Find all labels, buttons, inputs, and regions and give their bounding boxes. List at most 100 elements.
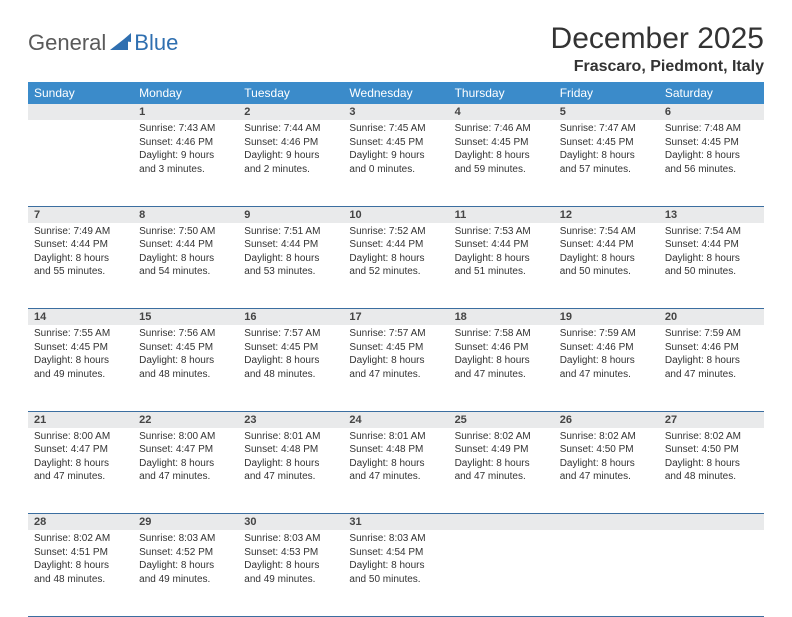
sunrise-line: Sunrise: 8:02 AM bbox=[34, 532, 127, 546]
daylight-line: Daylight: 8 hours and 47 minutes. bbox=[455, 457, 548, 484]
day-number: 13 bbox=[659, 206, 764, 223]
sunset-line: Sunset: 4:45 PM bbox=[560, 136, 653, 150]
day-number: 12 bbox=[554, 206, 659, 223]
daylight-line: Daylight: 8 hours and 53 minutes. bbox=[244, 252, 337, 279]
sunset-line: Sunset: 4:54 PM bbox=[349, 546, 442, 560]
day-cell-body: Sunrise: 8:00 AMSunset: 4:47 PMDaylight:… bbox=[28, 428, 133, 488]
day-number: 21 bbox=[28, 411, 133, 428]
day-cell-body: Sunrise: 8:01 AMSunset: 4:48 PMDaylight:… bbox=[343, 428, 448, 488]
daylight-line: Daylight: 8 hours and 47 minutes. bbox=[349, 354, 442, 381]
day-cell: Sunrise: 8:01 AMSunset: 4:48 PMDaylight:… bbox=[343, 428, 448, 514]
sunrise-line: Sunrise: 7:53 AM bbox=[455, 225, 548, 239]
daylight-line: Daylight: 9 hours and 2 minutes. bbox=[244, 149, 337, 176]
day-number: 24 bbox=[343, 411, 448, 428]
day-cell: Sunrise: 7:57 AMSunset: 4:45 PMDaylight:… bbox=[343, 325, 448, 411]
day-number: 4 bbox=[449, 104, 554, 120]
sunrise-line: Sunrise: 8:03 AM bbox=[349, 532, 442, 546]
weekday-header: Monday bbox=[133, 82, 238, 104]
sunset-line: Sunset: 4:45 PM bbox=[34, 341, 127, 355]
sunset-line: Sunset: 4:50 PM bbox=[665, 443, 758, 457]
day-cell-body: Sunrise: 7:51 AMSunset: 4:44 PMDaylight:… bbox=[238, 223, 343, 283]
sunrise-line: Sunrise: 7:50 AM bbox=[139, 225, 232, 239]
day-cell: Sunrise: 8:02 AMSunset: 4:49 PMDaylight:… bbox=[449, 428, 554, 514]
day-cell-body: Sunrise: 7:47 AMSunset: 4:45 PMDaylight:… bbox=[554, 120, 659, 180]
day-cell: Sunrise: 7:56 AMSunset: 4:45 PMDaylight:… bbox=[133, 325, 238, 411]
triangle-icon bbox=[110, 32, 132, 55]
week-row: Sunrise: 7:43 AMSunset: 4:46 PMDaylight:… bbox=[28, 120, 764, 206]
sunrise-line: Sunrise: 8:03 AM bbox=[139, 532, 232, 546]
day-number: 27 bbox=[659, 411, 764, 428]
day-number: 20 bbox=[659, 309, 764, 326]
daylight-line: Daylight: 8 hours and 57 minutes. bbox=[560, 149, 653, 176]
sunset-line: Sunset: 4:52 PM bbox=[139, 546, 232, 560]
sunset-line: Sunset: 4:45 PM bbox=[349, 341, 442, 355]
sunset-line: Sunset: 4:47 PM bbox=[34, 443, 127, 457]
day-cell-body: Sunrise: 7:46 AMSunset: 4:45 PMDaylight:… bbox=[449, 120, 554, 180]
day-cell: Sunrise: 8:02 AMSunset: 4:50 PMDaylight:… bbox=[659, 428, 764, 514]
day-cell: Sunrise: 7:58 AMSunset: 4:46 PMDaylight:… bbox=[449, 325, 554, 411]
day-number: 3 bbox=[343, 104, 448, 120]
day-number: 23 bbox=[238, 411, 343, 428]
day-cell-body: Sunrise: 7:49 AMSunset: 4:44 PMDaylight:… bbox=[28, 223, 133, 283]
sunrise-line: Sunrise: 7:48 AM bbox=[665, 122, 758, 136]
day-cell: Sunrise: 7:50 AMSunset: 4:44 PMDaylight:… bbox=[133, 223, 238, 309]
day-cell-body: Sunrise: 7:53 AMSunset: 4:44 PMDaylight:… bbox=[449, 223, 554, 283]
day-number: 30 bbox=[238, 514, 343, 531]
sunrise-line: Sunrise: 8:00 AM bbox=[139, 430, 232, 444]
day-number: 25 bbox=[449, 411, 554, 428]
sunset-line: Sunset: 4:48 PM bbox=[244, 443, 337, 457]
daylight-line: Daylight: 8 hours and 47 minutes. bbox=[455, 354, 548, 381]
daylight-line: Daylight: 8 hours and 49 minutes. bbox=[139, 559, 232, 586]
week-row: Sunrise: 7:49 AMSunset: 4:44 PM Daylight:… bbox=[28, 223, 764, 309]
sunrise-line: Sunrise: 7:49 AM bbox=[34, 225, 127, 239]
day-cell-body: Sunrise: 7:44 AMSunset: 4:46 PMDaylight:… bbox=[238, 120, 343, 180]
sunset-line: Sunset: 4:45 PM bbox=[139, 341, 232, 355]
daylight-line: Daylight: 8 hours and 47 minutes. bbox=[665, 354, 758, 381]
sunset-line: Sunset: 4:46 PM bbox=[244, 136, 337, 150]
day-cell-body: Sunrise: 7:50 AMSunset: 4:44 PMDaylight:… bbox=[133, 223, 238, 283]
sunrise-line: Sunrise: 7:47 AM bbox=[560, 122, 653, 136]
weekday-header: Wednesday bbox=[343, 82, 448, 104]
day-cell-body: Sunrise: 8:02 AMSunset: 4:51 PMDaylight:… bbox=[28, 530, 133, 590]
day-cell-body: Sunrise: 7:57 AMSunset: 4:45 PMDaylight:… bbox=[238, 325, 343, 385]
sunrise-line: Sunrise: 7:57 AM bbox=[244, 327, 337, 341]
sunset-line: Sunset: 4:46 PM bbox=[560, 341, 653, 355]
day-number: 29 bbox=[133, 514, 238, 531]
day-cell: Sunrise: 7:48 AMSunset: 4:45 PMDaylight:… bbox=[659, 120, 764, 206]
day-cell: Sunrise: 7:52 AMSunset: 4:44 PMDaylight:… bbox=[343, 223, 448, 309]
daylight-line: Daylight: 8 hours and 50 minutes. bbox=[665, 252, 758, 279]
day-cell-body: Sunrise: 7:54 AMSunset: 4:44 PMDaylight:… bbox=[554, 223, 659, 283]
sunrise-line: Sunrise: 8:01 AM bbox=[349, 430, 442, 444]
day-cell: Sunrise: 8:03 AMSunset: 4:52 PMDaylight:… bbox=[133, 530, 238, 616]
day-cell: Sunrise: 7:44 AMSunset: 4:46 PMDaylight:… bbox=[238, 120, 343, 206]
calendar-table: Sunday Monday Tuesday Wednesday Thursday… bbox=[28, 82, 764, 617]
sunrise-line: Sunrise: 7:45 AM bbox=[349, 122, 442, 136]
day-number: 28 bbox=[28, 514, 133, 531]
day-number-row: 21222324252627 bbox=[28, 411, 764, 428]
day-cell-body: Sunrise: 7:59 AMSunset: 4:46 PMDaylight:… bbox=[554, 325, 659, 385]
day-cell-body: Sunrise: 7:45 AMSunset: 4:45 PMDaylight:… bbox=[343, 120, 448, 180]
daylight-line: Daylight: 8 hours and 56 minutes. bbox=[665, 149, 758, 176]
sunrise-line: Sunrise: 7:46 AM bbox=[455, 122, 548, 136]
day-number: 10 bbox=[343, 206, 448, 223]
daylight-line: Daylight: 9 hours and 3 minutes. bbox=[139, 149, 232, 176]
sunrise-line: Sunrise: 7:51 AM bbox=[244, 225, 337, 239]
day-cell-body: Sunrise: 7:56 AMSunset: 4:45 PMDaylight:… bbox=[133, 325, 238, 385]
location-label: Frascaro, Piedmont, Italy bbox=[551, 58, 764, 76]
day-number: 2 bbox=[238, 104, 343, 120]
week-row: Sunrise: 7:55 AMSunset: 4:45 PMDaylight:… bbox=[28, 325, 764, 411]
daylight-line: Daylight: 8 hours and 47 minutes. bbox=[139, 457, 232, 484]
day-number: 15 bbox=[133, 309, 238, 326]
daylight-line: Daylight: 8 hours and 47 minutes. bbox=[560, 457, 653, 484]
day-cell: Sunrise: 7:43 AMSunset: 4:46 PMDaylight:… bbox=[133, 120, 238, 206]
daylight-line: Daylight: 8 hours and 47 minutes. bbox=[560, 354, 653, 381]
day-cell bbox=[449, 530, 554, 616]
sunrise-line: Sunrise: 7:58 AM bbox=[455, 327, 548, 341]
day-cell-body: Sunrise: 7:48 AMSunset: 4:45 PMDaylight:… bbox=[659, 120, 764, 180]
sunset-line: Sunset: 4:49 PM bbox=[455, 443, 548, 457]
daylight-line: Daylight: 8 hours and 48 minutes. bbox=[139, 354, 232, 381]
sunset-line: Sunset: 4:45 PM bbox=[455, 136, 548, 150]
day-number-row: 28293031 bbox=[28, 514, 764, 531]
sunrise-line: Sunrise: 7:52 AM bbox=[349, 225, 442, 239]
sunset-line: Sunset: 4:44 PM bbox=[34, 238, 127, 252]
